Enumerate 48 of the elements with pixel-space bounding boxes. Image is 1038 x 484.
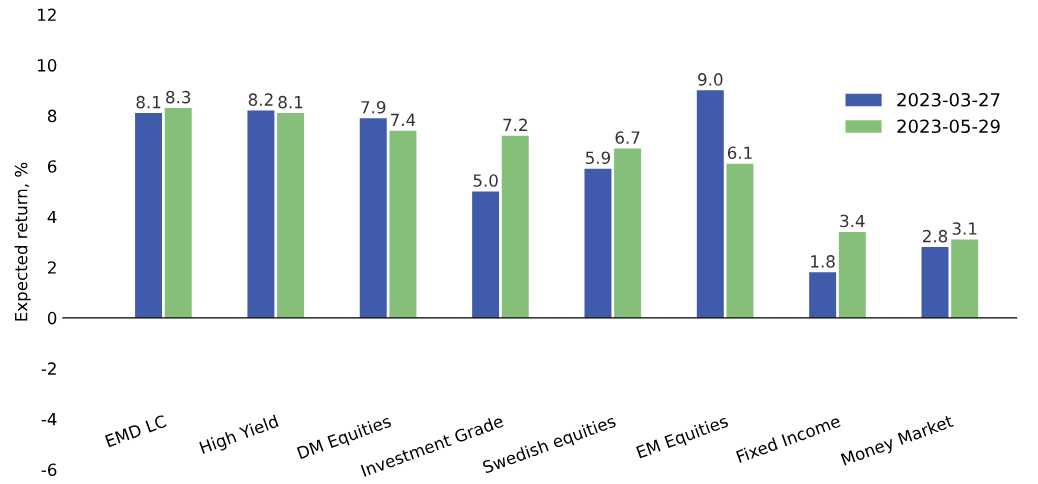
data-label: 6.7 [615, 131, 640, 144]
y-tick-label: 10 [38, 59, 57, 72]
bar [277, 113, 305, 318]
y-tick-label: -6 [41, 463, 57, 477]
bar [921, 247, 949, 318]
y-tick-label: 4 [47, 210, 57, 224]
data-label: 1.8 [811, 255, 835, 268]
data-label: 7.2 [503, 118, 527, 131]
bar [247, 110, 275, 318]
data-label: 8.1 [278, 95, 303, 109]
bar [838, 231, 866, 318]
y-tick-label: -2 [41, 362, 56, 375]
data-label: 8.2 [248, 93, 273, 106]
bar [164, 108, 192, 318]
y-tick-label: 6 [47, 160, 57, 173]
bar [696, 90, 724, 318]
y-axis-title: Expected return, % [14, 162, 31, 321]
bar [614, 148, 642, 318]
legend-label: 2023-05-29 [897, 119, 1000, 134]
data-label: 2.8 [922, 229, 948, 243]
bar [135, 113, 163, 318]
y-tick-label: -4 [41, 413, 57, 426]
data-label: 5.9 [585, 151, 611, 165]
data-label: 6.1 [727, 146, 752, 160]
data-label: 8.1 [136, 95, 161, 109]
data-label: 8.3 [166, 90, 191, 104]
legend-label: 2023-03-27 [897, 92, 1000, 107]
data-label: 9.0 [698, 73, 723, 86]
data-label: 3.4 [840, 214, 865, 228]
x-tick-label: EMD LC [104, 414, 167, 448]
x-tick-label: Fixed Income [735, 414, 842, 464]
bar [472, 191, 500, 318]
y-tick-label: 12 [38, 8, 56, 21]
data-label: 5.0 [473, 174, 498, 187]
data-label: 7.4 [391, 113, 416, 126]
x-tick-label: High Yield [199, 414, 280, 457]
data-label: 7.9 [361, 100, 386, 114]
y-tick-label: 0 [47, 311, 57, 325]
bar [809, 272, 837, 318]
bar [359, 118, 387, 318]
bar [584, 168, 612, 318]
bar [389, 130, 417, 318]
bar [726, 163, 754, 318]
data-label: 3.1 [952, 222, 977, 235]
y-tick-label: 2 [48, 261, 56, 274]
bar [951, 239, 979, 318]
y-tick-label: 8 [47, 109, 57, 123]
bar [501, 135, 529, 318]
